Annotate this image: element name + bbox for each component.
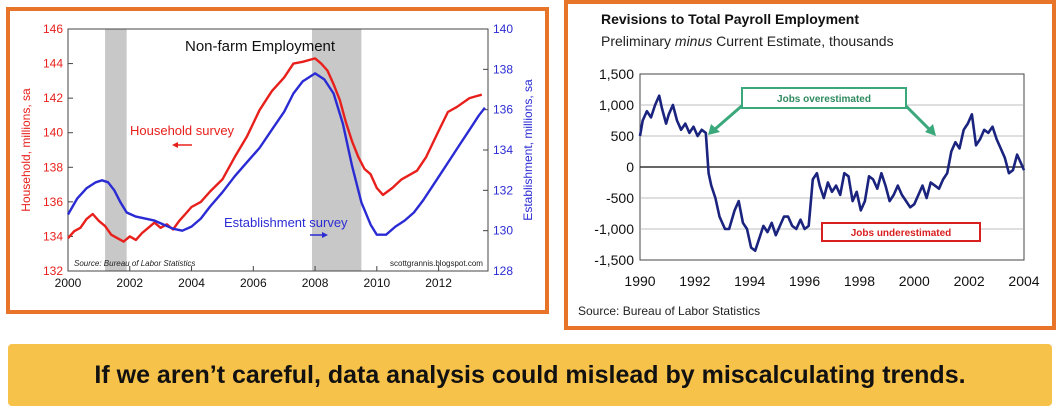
jobs-underestimated-box bbox=[821, 222, 981, 242]
y2-tick-label: 134 bbox=[493, 143, 513, 157]
x-tick-label: 2010 bbox=[363, 276, 390, 290]
y-tick-label: -1,500 bbox=[594, 252, 634, 268]
y2-tick-label: 136 bbox=[493, 103, 513, 117]
recession-band bbox=[105, 29, 127, 271]
y-tick-label: 144 bbox=[43, 57, 63, 71]
left-source-note: Source: Bureau of Labor Statistics bbox=[74, 259, 195, 268]
right-chart-panel: Revisions to Total Payroll Employment Pr… bbox=[564, 0, 1056, 330]
establishment-arrowhead bbox=[322, 232, 328, 238]
x-tick-label: 1998 bbox=[844, 273, 875, 289]
jobs-underestimated-label: Jobs underestimated bbox=[851, 228, 952, 239]
household-series-line bbox=[67, 57, 483, 243]
revisions-series-line bbox=[638, 94, 1026, 252]
x-tick-label: 2002 bbox=[954, 273, 985, 289]
x-tick-label: 2012 bbox=[425, 276, 452, 290]
y-tick-label: 138 bbox=[43, 160, 63, 174]
payroll-revisions-chart: Revisions to Total Payroll Employment Pr… bbox=[578, 11, 1040, 318]
x-tick-label: 2000 bbox=[55, 276, 82, 290]
right-chart-subtitle: Preliminary minus Current Estimate, thou… bbox=[601, 33, 894, 49]
overestimated-arrow-right bbox=[902, 102, 932, 132]
x-tick-label: 1994 bbox=[734, 273, 765, 289]
caption-banner: If we aren’t careful, data analysis coul… bbox=[8, 344, 1052, 406]
left-chart-title: Non-farm Employment bbox=[185, 38, 336, 55]
y-tick-label: 146 bbox=[43, 22, 63, 36]
left-chart-panel: 2000 2002 2004 2006 2008 2010 2012 132 134 136 138… bbox=[6, 7, 549, 314]
household-arrowhead bbox=[172, 142, 178, 148]
caption-text: If we aren’t careful, data analysis coul… bbox=[94, 360, 966, 389]
y2-tick-label: 138 bbox=[493, 62, 513, 76]
x-tick-label: 1992 bbox=[679, 273, 710, 289]
y-tick-label: 134 bbox=[43, 229, 63, 243]
overestimated-arrowhead-right bbox=[925, 124, 936, 136]
left-y-axis-label: Household, millions, sa bbox=[19, 88, 33, 212]
y2-tick-label: 132 bbox=[493, 183, 513, 197]
x-tick-label: 2006 bbox=[240, 276, 267, 290]
y2-tick-label: 128 bbox=[493, 264, 513, 278]
y-tick-label: 142 bbox=[43, 91, 63, 105]
y-tick-label: 132 bbox=[43, 264, 63, 278]
x-tick-label: 2004 bbox=[178, 276, 205, 290]
household-survey-annotation: Household survey bbox=[130, 123, 235, 138]
establishment-series-line bbox=[66, 72, 486, 236]
y2-tick-label: 130 bbox=[493, 224, 513, 238]
blog-credit: scottgrannis.blogspot.com bbox=[390, 259, 483, 268]
left-plot-frame bbox=[67, 28, 489, 272]
nonfarm-employment-chart: 2000 2002 2004 2006 2008 2010 2012 132 134 136 138… bbox=[19, 22, 535, 290]
y-tick-label: -1,000 bbox=[594, 221, 634, 237]
overestimated-arrowhead-left bbox=[708, 124, 720, 135]
x-tick-label: 2004 bbox=[1008, 273, 1039, 289]
y-tick-label: 140 bbox=[43, 126, 63, 140]
y-tick-label: 136 bbox=[43, 195, 63, 209]
right-chart-title: Revisions to Total Payroll Employment bbox=[601, 11, 859, 27]
jobs-overestimated-box bbox=[741, 87, 907, 109]
y-tick-label: 0 bbox=[626, 159, 634, 175]
x-tick-label: 2000 bbox=[899, 273, 930, 289]
right-source-note: Source: Bureau of Labor Statistics bbox=[578, 304, 760, 318]
jobs-overestimated-label: Jobs overestimated bbox=[777, 94, 871, 105]
x-tick-label: 1996 bbox=[789, 273, 820, 289]
y-tick-label: 500 bbox=[611, 128, 635, 144]
right-y-axis-label: Establishment, millions, sa bbox=[521, 79, 535, 221]
y2-tick-label: 140 bbox=[493, 22, 513, 36]
establishment-survey-annotation: Establishment survey bbox=[224, 215, 348, 230]
y-tick-label: 1,500 bbox=[599, 66, 634, 82]
recession-band bbox=[311, 29, 362, 271]
y-tick-label: -500 bbox=[606, 190, 634, 206]
x-tick-label: 2002 bbox=[116, 276, 143, 290]
y-tick-label: 1,000 bbox=[599, 97, 634, 113]
x-tick-label: 1990 bbox=[624, 273, 655, 289]
overestimated-arrow-left bbox=[713, 102, 745, 132]
x-tick-label: 2008 bbox=[302, 276, 329, 290]
